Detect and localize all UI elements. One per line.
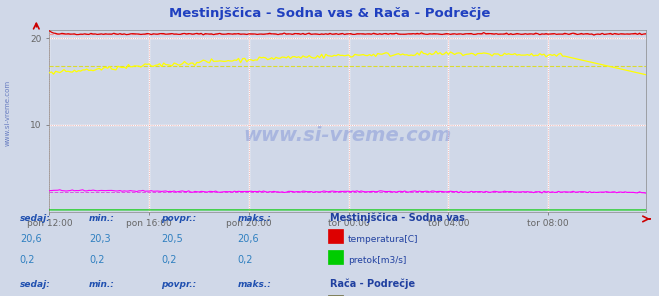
- Text: temperatura[C]: temperatura[C]: [348, 235, 418, 244]
- Text: www.si-vreme.com: www.si-vreme.com: [243, 126, 452, 145]
- Text: Mestinjščica - Sodna vas & Rača - Podrečje: Mestinjščica - Sodna vas & Rača - Podreč…: [169, 7, 490, 20]
- Text: 20,5: 20,5: [161, 234, 183, 244]
- Text: pretok[m3/s]: pretok[m3/s]: [348, 256, 407, 265]
- Text: min.:: min.:: [89, 213, 115, 223]
- Text: min.:: min.:: [89, 280, 115, 289]
- Text: povpr.:: povpr.:: [161, 280, 196, 289]
- Text: 0,2: 0,2: [161, 255, 177, 265]
- Text: sedaj:: sedaj:: [20, 280, 51, 289]
- Text: 0,2: 0,2: [20, 255, 36, 265]
- Text: www.si-vreme.com: www.si-vreme.com: [5, 79, 11, 146]
- Text: 0,2: 0,2: [89, 255, 105, 265]
- Text: maks.:: maks.:: [237, 213, 271, 223]
- Text: Rača - Podrečje: Rača - Podrečje: [330, 278, 415, 289]
- Text: povpr.:: povpr.:: [161, 213, 196, 223]
- Text: maks.:: maks.:: [237, 280, 271, 289]
- Text: 0,2: 0,2: [237, 255, 253, 265]
- Text: 20,6: 20,6: [20, 234, 42, 244]
- Text: 20,3: 20,3: [89, 234, 111, 244]
- Text: sedaj:: sedaj:: [20, 213, 51, 223]
- Text: Mestinjščica - Sodna vas: Mestinjščica - Sodna vas: [330, 212, 465, 223]
- Text: 20,6: 20,6: [237, 234, 259, 244]
